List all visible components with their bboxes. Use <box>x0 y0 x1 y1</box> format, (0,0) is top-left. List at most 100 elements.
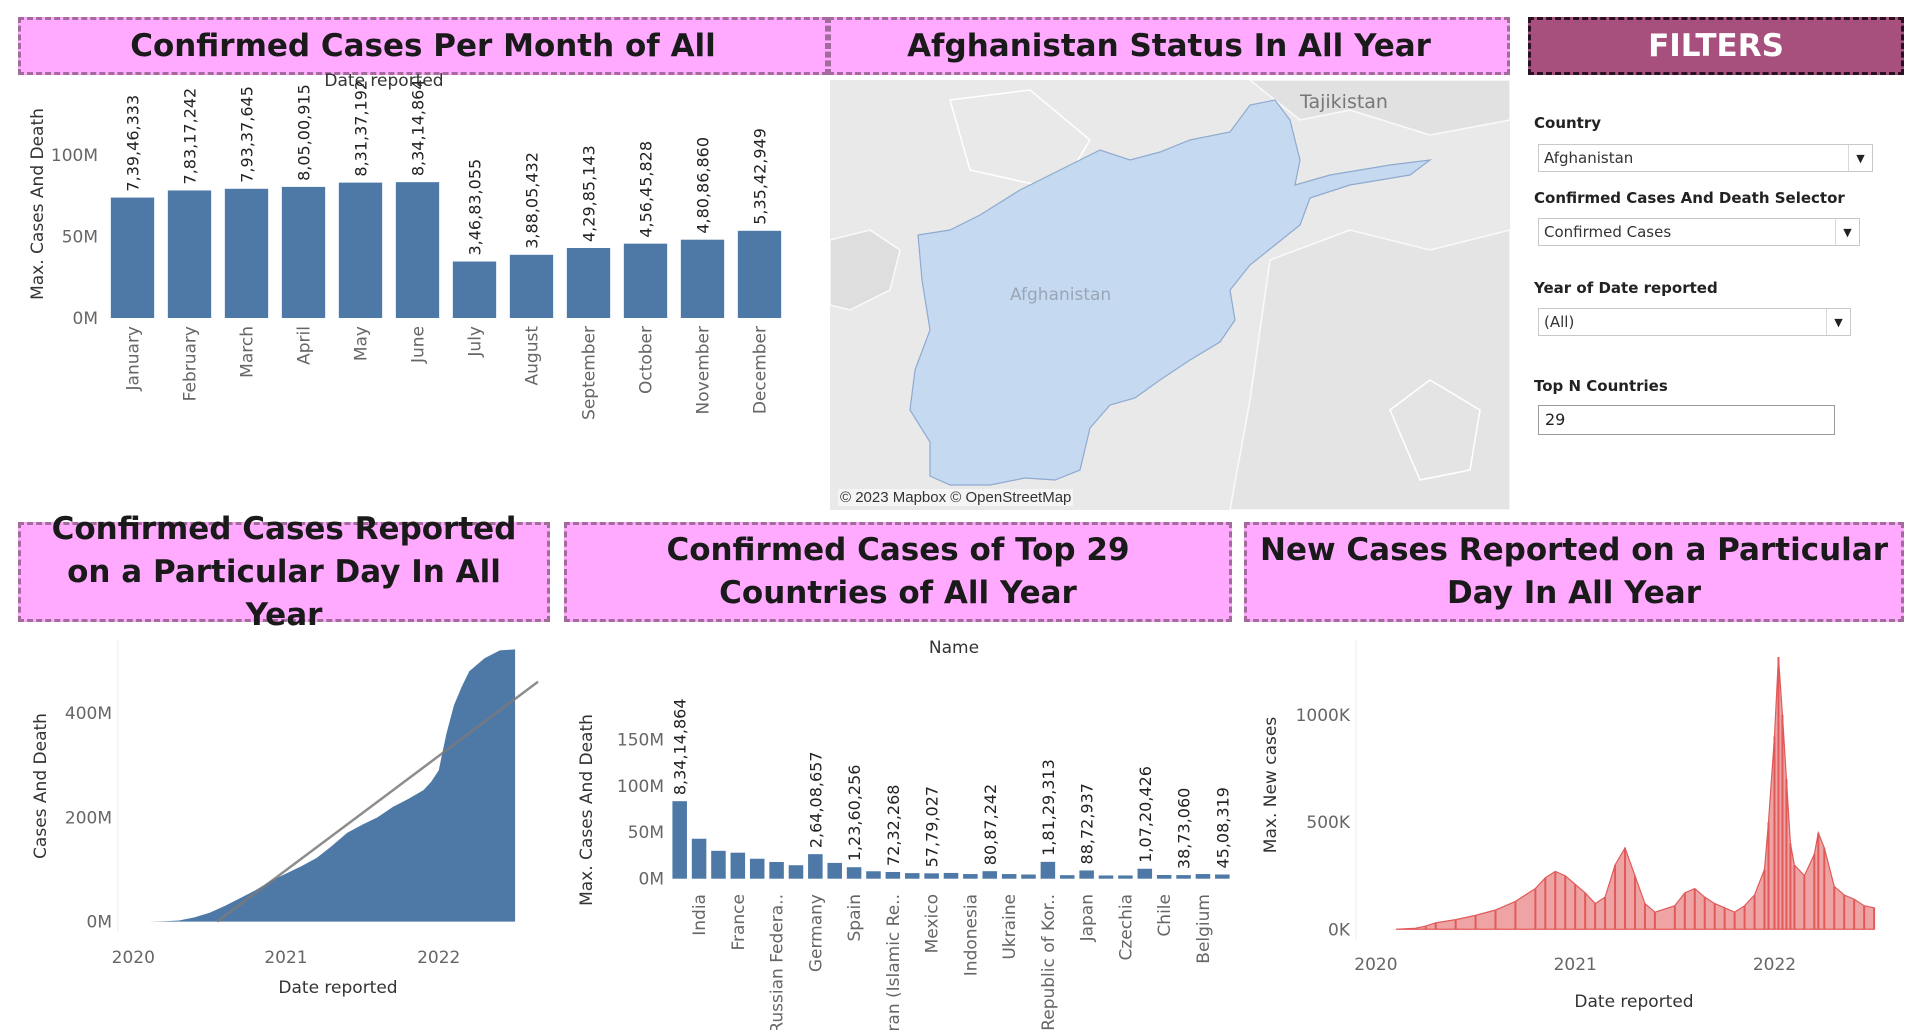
top-bar <box>1001 874 1017 879</box>
monthly-category-label: February <box>181 326 201 401</box>
top-header-label: Name <box>929 638 979 658</box>
year-dropdown[interactable]: (All) ▼ <box>1538 308 1851 336</box>
top-category-label: Mexico <box>923 894 943 953</box>
cumulative-x-axis-title: Date reported <box>278 978 397 998</box>
top-bar <box>904 873 920 879</box>
top-y-tick: 100M <box>617 777 664 797</box>
cumulative-chart-svg: Cases And Death 0M 200M 400M 2020 2021 2022 Dat… <box>31 640 539 998</box>
map-region-west <box>830 229 901 311</box>
monthly-data-label: 8,31,37,192 <box>352 80 371 177</box>
top-y-tick: 50M <box>628 823 664 843</box>
map-label-tajikistan: Tajikistan <box>1299 91 1388 113</box>
top-y-tick: 0M <box>639 870 664 890</box>
top-data-label: 1,07,20,426 <box>1136 766 1155 863</box>
map-attribution: © 2023 Mapbox © OpenStreetMap <box>838 489 1074 506</box>
monthly-data-label: 7,93,37,645 <box>238 86 257 183</box>
chevron-down-icon[interactable]: ▼ <box>1826 309 1850 335</box>
top-bar <box>1079 870 1094 879</box>
top-bar <box>1156 874 1172 879</box>
top-category-label: Czechia <box>1116 894 1136 961</box>
top-y-axis-title: Max. Cases And Death <box>577 714 597 906</box>
top-bar <box>730 852 746 879</box>
top-bar <box>846 867 862 879</box>
newcases-y-axis-title: Max. New cases <box>1261 717 1281 854</box>
monthly-y-tick: 50M <box>62 228 98 248</box>
top-bar <box>711 850 726 879</box>
top-bar <box>672 801 687 879</box>
top-bar <box>924 873 939 879</box>
monthly-category-label: May <box>352 326 372 361</box>
country-filter-label: Country <box>1534 114 1602 132</box>
top-category-label: France <box>729 894 749 951</box>
monthly-bar <box>167 190 212 318</box>
monthly-bar <box>395 182 440 318</box>
selector-filter-label: Confirmed Cases And Death Selector <box>1534 189 1845 207</box>
monthly-category-label: September <box>580 326 600 420</box>
cumulative-title: Confirmed Cases Reported on a Particular… <box>18 511 550 633</box>
monthly-bar <box>509 254 554 318</box>
topn-input[interactable]: 29 <box>1538 405 1835 435</box>
monthly-data-label: 4,80,86,860 <box>694 137 713 234</box>
top-bar <box>982 871 998 879</box>
monthly-chart-svg: Date reported Max. Cases And Death 0M 50M 10… <box>28 71 782 420</box>
monthly-bar <box>566 247 611 318</box>
top-bar <box>1060 875 1075 879</box>
cumulative-x-tick: 2020 <box>112 948 155 968</box>
monthly-data-label: 7,39,46,333 <box>124 95 143 192</box>
top-bar <box>1176 875 1191 879</box>
selector-dropdown[interactable]: Confirmed Cases ▼ <box>1538 218 1860 246</box>
monthly-data-label: 3,46,83,055 <box>466 159 485 256</box>
top-bar <box>1137 868 1153 879</box>
top-category-label: Spain <box>845 894 865 942</box>
monthly-data-label: 7,83,17,242 <box>181 88 200 185</box>
chevron-down-icon[interactable]: ▼ <box>1835 219 1859 245</box>
monthly-category-label: June <box>409 326 429 364</box>
monthly-data-label: 8,34,14,864 <box>409 79 428 176</box>
top-bar <box>691 838 707 879</box>
newcases-title: New Cases Reported on a Particular Day I… <box>1244 522 1904 622</box>
top-category-label: Russian Federa.. <box>768 894 788 1030</box>
newcases-x-axis-title: Date reported <box>1574 992 1693 1012</box>
cumulative-y-tick: 400M <box>65 704 112 724</box>
top-bar <box>827 862 842 879</box>
country-dropdown[interactable]: Afghanistan ▼ <box>1538 144 1873 172</box>
monthly-category-label: April <box>295 326 315 365</box>
top-bar <box>866 871 881 879</box>
top-countries-title: Confirmed Cases of Top 29 Countries of A… <box>564 522 1232 622</box>
top-category-label: Germany <box>806 894 826 972</box>
afghanistan-shape[interactable] <box>909 99 1433 486</box>
cumulative-y-axis-title: Cases And Death <box>31 713 51 859</box>
map-region-tajikistan <box>1248 80 1510 136</box>
monthly-bar <box>737 230 782 318</box>
newcases-x-tick: 2020 <box>1354 955 1397 975</box>
map-label-afghanistan: Afghanistan <box>1010 285 1111 305</box>
top-bar <box>1040 861 1056 879</box>
monthly-category-label: March <box>238 326 258 378</box>
top-bar <box>808 854 823 879</box>
top-bar <box>1195 874 1211 879</box>
top-bar <box>769 861 784 879</box>
monthly-data-label: 4,29,85,143 <box>580 145 599 242</box>
topn-filter-label: Top N Countries <box>1534 377 1668 395</box>
monthly-category-label: December <box>751 326 771 414</box>
year-dropdown-value: (All) <box>1544 313 1575 331</box>
cumulative-x-tick: 2021 <box>264 948 307 968</box>
afghanistan-map[interactable]: Afghanistan Tajikistan © 2023 Mapbox © O… <box>830 80 1510 510</box>
top-data-label: 57,79,027 <box>923 786 942 867</box>
monthly-data-label: 4,56,45,828 <box>637 141 656 238</box>
newcases-x-tick: 2022 <box>1753 955 1796 975</box>
cumulative-area <box>148 649 516 922</box>
monthly-y-tick: 100M <box>51 146 98 166</box>
top-data-label: 2,64,08,657 <box>806 751 825 848</box>
monthly-category-label: November <box>694 326 714 414</box>
monthly-category-label: October <box>637 326 657 394</box>
chevron-down-icon[interactable]: ▼ <box>1848 145 1872 171</box>
monthly-title: Confirmed Cases Per Month of All <box>18 17 828 75</box>
map-title: Afghanistan Status In All Year <box>828 17 1510 75</box>
map-region-pakistan <box>1229 229 1510 510</box>
map-border-line <box>1389 379 1481 481</box>
newcases-chart-svg: Max. New cases 0K 500K 1000K 2020 2021 2022 Dat… <box>1261 640 1876 1012</box>
top-category-label: Chile <box>1155 894 1175 937</box>
newcases-y-tick: 0K <box>1328 920 1351 940</box>
selector-dropdown-value: Confirmed Cases <box>1544 223 1672 241</box>
